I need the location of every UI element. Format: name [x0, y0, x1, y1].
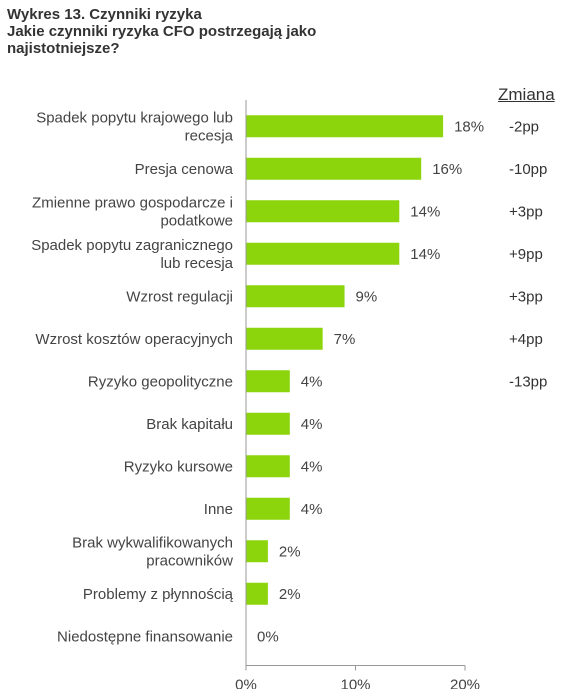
change-label: +3pp: [509, 288, 543, 305]
category-label: Ryzyko geopolityczne: [88, 373, 233, 390]
category-label: Brak kapitału: [146, 416, 233, 433]
bar: [246, 200, 400, 223]
value-label: 4%: [301, 373, 323, 390]
value-label: 2%: [279, 543, 301, 560]
value-label: 4%: [301, 501, 323, 518]
category-label: Spadek popytu krajowego lub recesja: [36, 109, 233, 144]
value-label: 4%: [301, 416, 323, 433]
x-tick-label: 0%: [235, 677, 257, 689]
category-label: Inne: [204, 501, 233, 518]
chart-title-line-1: Wykres 13. Czynniki ryzyka: [7, 6, 202, 23]
value-label: 7%: [334, 331, 356, 348]
value-label: 16%: [432, 161, 462, 178]
bar: [246, 157, 422, 180]
category-label: Zmienne prawo gospodarcze i podatkowe: [32, 194, 233, 229]
value-label: 9%: [356, 288, 378, 305]
category-label: Brak wykwalifikowanych pracowników: [72, 534, 233, 569]
bar: [246, 370, 290, 393]
bar: [246, 285, 345, 308]
x-tick-label: 10%: [340, 677, 370, 689]
change-label: -2pp: [509, 118, 539, 135]
chart-title-line-2: Jakie czynniki ryzyka CFO postrzegają ja…: [7, 23, 317, 40]
bar: [246, 242, 400, 265]
value-label: 2%: [279, 586, 301, 603]
change-label: +3pp: [509, 203, 543, 220]
category-label: Ryzyko kursowe: [124, 458, 233, 475]
category-label: Wzrost kosztów operacyjnych: [35, 331, 233, 348]
change-label: -13pp: [509, 373, 547, 390]
category-label: Wzrost regulacji: [126, 288, 233, 305]
chart-title: Wykres 13. Czynniki ryzyka Jakie czynnik…: [7, 6, 387, 57]
bar: [246, 327, 323, 350]
bar: [246, 455, 290, 478]
category-label: Niedostępne finansowanie: [57, 628, 233, 645]
bar: [246, 497, 290, 520]
change-label: -10pp: [509, 161, 547, 178]
category-label: Spadek popytu zagranicznego lub recesja: [31, 237, 233, 272]
category-label: Problemy z płynnością: [83, 586, 234, 603]
bar: [246, 540, 268, 563]
change-label: +9pp: [509, 246, 543, 263]
value-label: 0%: [257, 628, 279, 645]
change-label: +4pp: [509, 331, 543, 348]
x-tick-label: 20%: [450, 677, 480, 689]
value-label: 14%: [410, 203, 440, 220]
value-label: 14%: [410, 246, 440, 263]
bar: [246, 412, 290, 435]
value-label: 4%: [301, 458, 323, 475]
change-column-header: Zmiana: [498, 85, 555, 104]
category-label: Presja cenowa: [135, 161, 234, 178]
chart-title-line-3: najistotniejsze?: [7, 40, 120, 57]
bar: [246, 582, 268, 605]
value-label: 18%: [454, 118, 484, 135]
bar: [246, 115, 444, 138]
